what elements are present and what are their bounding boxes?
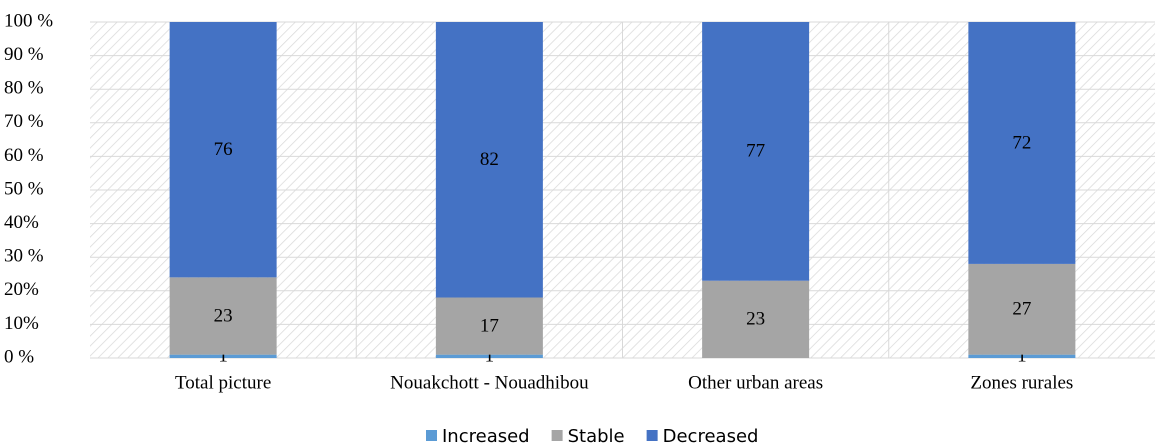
legend-label: Decreased (663, 426, 759, 447)
bar-segment (435, 354, 543, 358)
legend: Increased Stable Decreased (426, 426, 758, 447)
bar-segment (968, 354, 1076, 358)
y-tick-label: 50 % (4, 178, 44, 199)
legend-swatch (551, 430, 563, 441)
y-tick-label: 0 % (4, 346, 34, 367)
y-tick-label: 70 % (4, 111, 44, 132)
bar-segment (169, 22, 277, 278)
legend-label: Stable (568, 426, 625, 447)
x-tick-label: Other urban areas (688, 372, 823, 393)
bar-segment (968, 22, 1076, 264)
data-label: 82 (480, 149, 499, 170)
legend-swatch (646, 430, 658, 441)
data-label: 72 (1012, 132, 1031, 153)
bar-segment (435, 22, 543, 298)
data-label: 77 (746, 141, 765, 162)
bar-segment (169, 354, 277, 358)
data-label: 1 (485, 346, 495, 367)
y-tick-label: 20% (4, 279, 39, 300)
bar-segment (968, 263, 1076, 355)
data-label: 23 (214, 305, 233, 326)
y-tick-label: 90 % (4, 44, 44, 65)
data-label: 23 (746, 309, 765, 330)
x-tick-label: Total picture (175, 372, 271, 393)
y-tick-label: 100 % (4, 10, 53, 31)
y-tick-label: 10% (4, 313, 39, 334)
data-label: 76 (214, 139, 233, 160)
data-label: 1 (1017, 346, 1027, 367)
data-label: 1 (218, 346, 228, 367)
bar-segment (169, 277, 277, 355)
x-tick-label: Nouakchott - Nouadhibou (390, 372, 589, 393)
bar-segment (435, 297, 543, 355)
data-label: 27 (1012, 299, 1031, 320)
y-tick-label: 80 % (4, 78, 44, 99)
y-tick-label: 30 % (4, 246, 44, 267)
y-tick-label: 60 % (4, 145, 44, 166)
legend-label: Increased (442, 426, 530, 447)
bar-segment (702, 22, 810, 281)
x-tick-label: Zones rurales (970, 372, 1073, 393)
y-tick-label: 40% (4, 212, 39, 233)
bar-segment (702, 280, 810, 358)
legend-swatch (426, 430, 437, 441)
data-label: 17 (480, 315, 499, 336)
